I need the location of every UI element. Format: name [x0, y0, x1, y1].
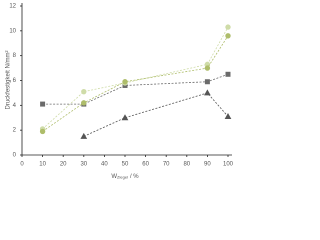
chart: Druckfestigkeit N/mm² WZiegel / % 0 2 4 6 8 10… — [6, 3, 234, 180]
point — [204, 65, 211, 71]
y-tick-label: 0 — [13, 153, 17, 159]
series-line — [42, 73, 229, 105]
x-tick-label: 0 — [20, 162, 24, 168]
x-label-unit: / % — [130, 174, 139, 180]
point — [80, 132, 88, 139]
x-tick-label: 90 — [204, 162, 211, 168]
point — [81, 88, 87, 95]
x-tick-label: 70 — [163, 162, 170, 168]
x-tick-label: 80 — [183, 162, 190, 168]
y-tick-label: 2 — [13, 128, 17, 134]
point — [224, 112, 232, 120]
y-tick-label: 10 — [9, 28, 16, 34]
point — [204, 89, 211, 96]
point — [121, 114, 129, 121]
x-tick-label: 30 — [80, 162, 87, 168]
x-label-sub: Ziegel — [117, 175, 128, 180]
series-line — [83, 92, 229, 137]
point — [122, 79, 128, 85]
y-tick-label: 8 — [13, 53, 17, 59]
x-tick-label: 100 — [223, 162, 234, 168]
series-line — [42, 35, 229, 132]
x-tick-label: 60 — [142, 162, 149, 168]
y-axis-label: Druckfestigkeit N/mm² — [6, 50, 12, 109]
y-tick-label: 4 — [13, 103, 17, 109]
y-tick-label: 6 — [13, 78, 17, 84]
point — [225, 33, 231, 39]
point — [225, 24, 231, 30]
series-line — [42, 26, 229, 130]
point — [81, 100, 87, 106]
point — [39, 128, 46, 135]
x-tick-label: 50 — [122, 162, 129, 168]
x-label-main: W — [111, 174, 117, 180]
x-tick-label: 10 — [39, 162, 46, 168]
point — [225, 71, 231, 77]
x-tick-label: 20 — [60, 162, 67, 168]
x-tick-label: 40 — [101, 162, 108, 168]
point — [40, 101, 46, 107]
x-axis-label: WZiegel / % — [111, 174, 139, 180]
y-tick-label: 12 — [9, 4, 16, 10]
point — [204, 79, 210, 85]
